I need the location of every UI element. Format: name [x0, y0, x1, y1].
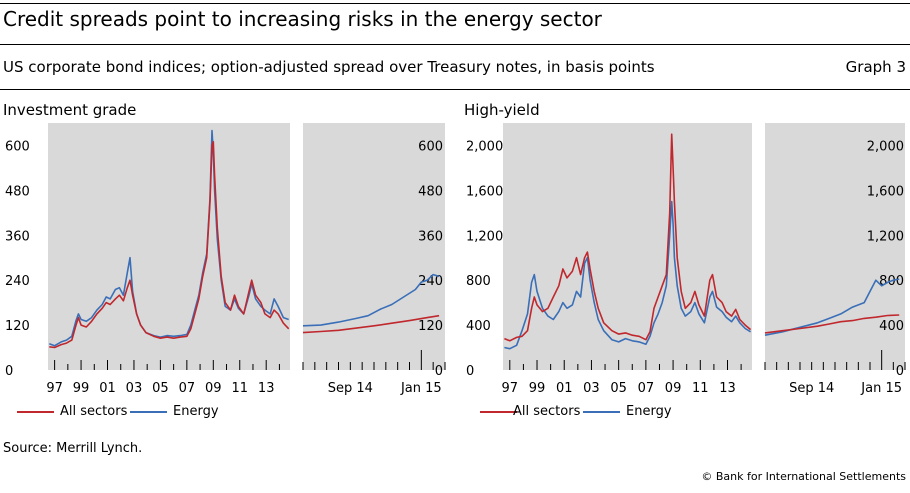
panel-title-investment-grade: Investment grade — [3, 101, 137, 119]
y-tick-label-right: 0 — [896, 364, 904, 379]
top-rule — [0, 3, 910, 4]
x-tick-label: 13 — [719, 381, 736, 396]
y-tick-label-left: 600 — [5, 139, 30, 154]
y-tick-label-left: 0 — [5, 364, 13, 379]
series-line-energy-long — [49, 129, 289, 347]
x-tick-label: 11 — [692, 381, 709, 396]
chart-title: Credit spreads point to increasing risks… — [3, 7, 602, 31]
panel-bg-short-1 — [765, 123, 905, 370]
graph-number: Graph 3 — [845, 58, 906, 76]
x-tick-label: 97 — [46, 381, 63, 396]
x-tick-label: Sep 14 — [789, 381, 834, 396]
legend-ig-energy: Energy — [173, 404, 219, 419]
y-tick-label-left: 0 — [466, 364, 474, 379]
series-line-energy-short — [764, 278, 900, 336]
series-line-all-sectors-short — [302, 314, 440, 334]
y-tick-label-left: 2,000 — [466, 139, 503, 154]
y-tick-label-left: 800 — [466, 274, 491, 289]
x-tick-label: 13 — [258, 381, 275, 396]
x-tick-label: Sep 14 — [328, 381, 373, 396]
source-note: Source: Merrill Lynch. — [3, 441, 143, 456]
y-tick-label-right: 600 — [418, 139, 443, 154]
y-tick-label-left: 120 — [5, 319, 30, 334]
x-tick-label: Jan 15 — [860, 381, 902, 396]
x-tick-label: 11 — [231, 381, 248, 396]
series-line-energy-short — [302, 273, 440, 327]
panel-bg-short-0 — [303, 123, 445, 370]
y-tick-label-right: 400 — [879, 319, 904, 334]
y-tick-label-right: 480 — [418, 184, 443, 199]
panel-bg-long-0 — [48, 123, 290, 370]
y-tick-label-right: 360 — [418, 229, 443, 244]
y-tick-label-right: 240 — [418, 274, 443, 289]
panel-title-high-yield: High-yield — [464, 101, 540, 119]
x-tick-label: 07 — [638, 381, 655, 396]
y-tick-label-right: 2,000 — [867, 139, 904, 154]
x-tick-label: 99 — [529, 381, 546, 396]
legend-hy-energy: Energy — [626, 404, 672, 419]
x-tick-label: 03 — [583, 381, 600, 396]
chart-subtitle: US corporate bond indices; option-adjust… — [3, 58, 655, 76]
x-tick-label: 99 — [73, 381, 90, 396]
series-line-all-sectors-long — [504, 133, 752, 342]
title-rule — [0, 44, 910, 45]
x-tick-label: 09 — [205, 381, 222, 396]
legend-hy-all-sectors: All sectors — [513, 404, 581, 419]
series-line-energy-long — [504, 200, 752, 350]
x-tick-label: 03 — [126, 381, 143, 396]
y-tick-label-left: 480 — [5, 184, 30, 199]
legend-ig-all-sectors: All sectors — [60, 404, 128, 419]
y-tick-label-right: 1,200 — [867, 229, 904, 244]
y-tick-label-right: 0 — [435, 364, 443, 379]
y-tick-label-left: 1,600 — [466, 184, 503, 199]
series-line-all-sectors-long — [49, 140, 290, 349]
y-tick-label-left: 1,200 — [466, 229, 503, 244]
y-tick-label-right: 1,600 — [867, 184, 904, 199]
panel-bg-long-1 — [503, 123, 752, 370]
x-tick-label: 09 — [665, 381, 682, 396]
y-tick-label-left: 240 — [5, 274, 30, 289]
series-line-all-sectors-short — [764, 314, 900, 334]
x-tick-label: 05 — [610, 381, 627, 396]
y-tick-label-right: 120 — [418, 319, 443, 334]
x-tick-label: 97 — [502, 381, 519, 396]
y-tick-label-left: 360 — [5, 229, 30, 244]
x-tick-label: Jan 15 — [400, 381, 442, 396]
copyright-note: © Bank for International Settlements — [701, 470, 906, 483]
subtitle-rule — [0, 89, 910, 90]
x-tick-label: 01 — [99, 381, 116, 396]
x-tick-label: 05 — [152, 381, 169, 396]
x-tick-label: 01 — [556, 381, 573, 396]
y-tick-label-left: 400 — [466, 319, 491, 334]
x-tick-label: 07 — [179, 381, 196, 396]
